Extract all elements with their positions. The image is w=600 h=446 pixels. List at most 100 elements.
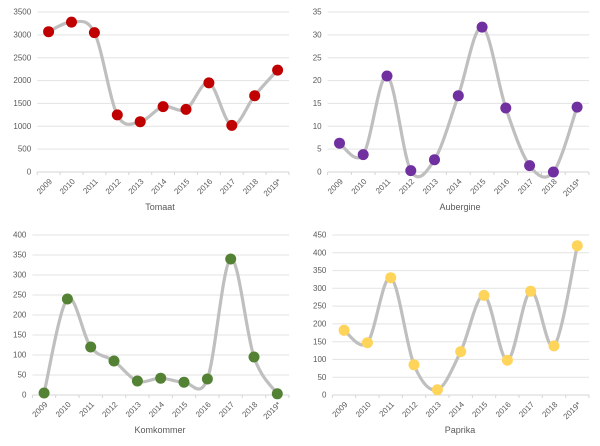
svg-text:300: 300 [13,271,27,280]
svg-text:2015: 2015 [170,400,189,419]
chart-komkommer: 0 50 100 150 200 250 300 350 400 2009 2010 2011 2012… [0,223,300,446]
gridlines [332,234,589,396]
data-point-markers [43,16,284,131]
data-point-marker [180,103,192,115]
svg-text:2012: 2012 [397,177,416,196]
svg-text:100: 100 [313,355,327,364]
svg-text:2017: 2017 [517,400,536,419]
data-point-marker [501,354,513,366]
data-point-marker [61,293,73,305]
x-axis-ticks [36,172,290,175]
svg-text:5: 5 [317,145,322,154]
svg-text:2016: 2016 [494,400,513,419]
data-point-markers [334,21,583,178]
data-point-marker [524,160,536,172]
data-point-marker [38,387,50,399]
svg-text:2011: 2011 [374,177,393,196]
data-point-marker [248,351,260,363]
svg-text:25: 25 [313,53,322,62]
svg-text:350: 350 [13,251,27,260]
svg-text:3000: 3000 [13,31,31,40]
data-point-marker [525,285,537,297]
data-point-marker [108,355,120,367]
x-axis-ticks [31,395,290,398]
svg-text:2013: 2013 [421,177,440,196]
x-axis-labels: 2009 2010 2011 2012 2013 2014 2015 2016 2017 2018… [31,400,283,422]
svg-text:2018: 2018 [540,400,559,419]
svg-text:2017: 2017 [218,177,237,196]
svg-text:2019*: 2019* [262,177,283,198]
svg-text:2012: 2012 [400,400,419,419]
data-point-marker [178,376,190,388]
data-point-marker [361,337,373,349]
chart-title-komkommer: Komkommer [134,425,186,435]
svg-text:2013: 2013 [424,400,443,419]
svg-text:30: 30 [313,31,322,40]
chart-aubergine: 0 5 10 15 20 25 30 35 2009 2010 2011 2012 2013 2014 20… [300,0,600,223]
svg-text:400: 400 [13,231,27,240]
data-point-marker [571,240,583,252]
data-point-markers [338,240,583,396]
svg-text:2011: 2011 [378,400,397,419]
data-point-marker [272,64,284,76]
svg-text:2017: 2017 [217,400,236,419]
svg-text:2016: 2016 [492,177,511,196]
svg-text:100: 100 [13,351,27,360]
svg-text:1000: 1000 [13,122,31,131]
svg-text:250: 250 [13,291,27,300]
data-point-marker [431,384,443,396]
data-point-marker [203,77,215,89]
svg-text:2017: 2017 [516,177,535,196]
svg-text:450: 450 [313,231,327,240]
data-point-marker [249,90,261,102]
series-line [337,25,579,179]
svg-text:2018: 2018 [540,177,559,196]
komkommer-plot-area: 0 50 100 150 200 250 300 350 400 2009 2010 2011 2012… [13,231,290,422]
svg-text:0: 0 [322,391,327,400]
data-point-marker [271,388,283,400]
svg-text:2015: 2015 [469,177,488,196]
svg-text:2016: 2016 [194,400,213,419]
svg-text:2009: 2009 [35,177,54,196]
svg-text:50: 50 [17,371,26,380]
svg-text:2010: 2010 [58,177,77,196]
svg-text:2014: 2014 [447,400,466,419]
x-axis-labels: 2009 2010 2011 2012 2013 2014 2015 2016 2017 2018… [35,177,283,199]
data-point-marker [155,372,167,384]
data-point-marker [547,166,559,178]
data-series [337,25,579,179]
data-point-marker [226,119,238,131]
svg-text:2016: 2016 [195,177,214,196]
x-axis-labels: 2009 2010 2011 2012 2013 2014 2015 2016 2017 2018… [331,400,583,422]
y-axis-labels: 0 50 100 150 200 250 300 350 400 450 [313,231,327,400]
svg-text:2009: 2009 [326,177,345,196]
data-point-marker [385,272,397,284]
svg-text:20: 20 [313,76,322,85]
svg-text:2009: 2009 [331,400,350,419]
svg-text:2014: 2014 [445,177,464,196]
svg-text:0: 0 [27,168,32,177]
data-point-marker [111,109,123,121]
svg-text:15: 15 [313,99,322,108]
svg-text:2019*: 2019* [562,400,583,421]
data-point-marker [201,373,213,385]
svg-text:200: 200 [13,311,27,320]
svg-text:150: 150 [13,331,27,340]
svg-text:0: 0 [317,168,322,177]
svg-text:2019*: 2019* [561,177,582,198]
chart-paprika: 0 50 100 150 200 250 300 350 400 450 2009 2010 2011 2… [300,223,600,446]
x-axis-labels: 2009 2010 2011 2012 2013 2014 2015 2016 2017 2018… [326,177,583,199]
data-point-marker [476,21,488,33]
y-axis-labels: 0 5 10 15 20 25 30 35 [313,8,322,177]
y-axis-labels: 0 500 1000 1500 2000 2500 3000 3500 [13,8,31,177]
aubergine-plot-area: 0 5 10 15 20 25 30 35 2009 2010 2011 2012 2013 2014 20… [313,8,590,199]
svg-text:35: 35 [313,8,322,17]
gridlines [37,11,289,173]
chart-title-paprika: Paprika [444,425,476,435]
chart-title-aubergine: Aubergine [439,202,481,212]
svg-text:200: 200 [313,320,327,329]
svg-text:2013: 2013 [127,177,146,196]
svg-text:2012: 2012 [104,177,123,196]
